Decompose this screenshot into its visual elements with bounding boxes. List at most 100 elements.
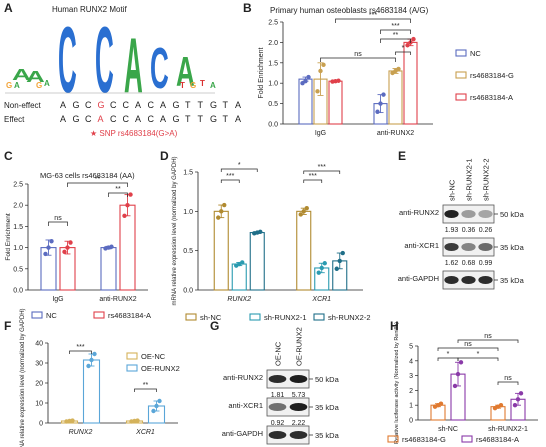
motif-logo-small-letter: A — [210, 81, 216, 90]
data-point — [157, 398, 162, 404]
motif-logo-letter: C — [58, 8, 77, 113]
blot-quant-value: 5.73 — [292, 392, 306, 399]
chart-B: 0.0 0.5 1.0 1.5 2.0 2.5 Fold Enrichment IgG anti… — [258, 12, 433, 137]
legend-entry: NC — [46, 311, 57, 320]
blot-kda-label: 35 kDa — [315, 403, 340, 412]
data-point — [68, 240, 73, 245]
data-point — [515, 397, 521, 402]
bar — [231, 263, 247, 291]
blot-band — [461, 243, 476, 251]
data-point — [46, 245, 51, 250]
significance-label: ns — [54, 215, 62, 222]
blot-kda-label: 35 kDa — [500, 243, 525, 252]
y-tick-label: 20 — [35, 381, 43, 388]
significance-label: *** — [309, 173, 317, 180]
blot-band — [478, 276, 493, 284]
significance-label: *** — [76, 344, 84, 351]
blot-band — [289, 403, 308, 411]
significance-bracket — [303, 179, 323, 183]
y-tick-label: 0.0 — [13, 288, 23, 295]
data-point — [303, 78, 308, 84]
significance-label: ** — [95, 176, 101, 183]
significance-bracket — [320, 57, 396, 62]
blot-quant-value: 0.99 — [479, 260, 493, 267]
significance-bracket — [303, 170, 341, 174]
panel-label-e: E — [398, 149, 406, 163]
legend-entry: sh-RUNX2-2 — [328, 313, 371, 322]
significance-label: ** — [143, 382, 149, 389]
legend-entry: NC — [470, 49, 481, 58]
seq-noneffect-base: C — [110, 100, 117, 110]
blot-lane-label: OE-RUNX2 — [295, 327, 304, 366]
blot-lane-label: sh-RUNX2-2 — [482, 158, 491, 201]
significance-bracket — [437, 357, 459, 361]
legend-entry: rs4683184-G — [402, 435, 446, 444]
western-blot-g: OE-NC OE-RUNX2 anti-RUNX2 50 kDa 1.81 5.73 ant… — [222, 327, 340, 445]
panel-label-a: A — [4, 1, 13, 15]
y-tick-label: 0 — [39, 421, 43, 428]
legend-swatch — [126, 364, 138, 372]
data-point — [381, 92, 386, 97]
data-point — [396, 66, 401, 72]
data-point — [336, 78, 341, 83]
data-point — [43, 251, 48, 257]
row-effect-label: Effect — [4, 115, 25, 124]
row-noneffect-label: Non-effect — [4, 101, 42, 110]
seq-effect-base: A — [60, 114, 66, 124]
blot-antibody-label: anti-XCR1 — [228, 401, 263, 410]
blot-kda-label: 50 kDa — [315, 375, 340, 384]
significance-bracket — [335, 18, 411, 23]
blot-band — [478, 243, 493, 251]
seq-noneffect-base: A — [235, 100, 241, 110]
data-point — [306, 74, 311, 80]
seq-effect-base: G — [173, 114, 180, 124]
data-point — [128, 192, 133, 197]
legend-entry: rs4683184-A — [470, 93, 513, 102]
legend-swatch — [455, 71, 467, 79]
blot-lane-label: sh-NC — [448, 179, 457, 201]
data-point — [222, 202, 227, 208]
significance-bracket — [457, 357, 499, 361]
seq-noneffect-base: C — [148, 100, 155, 110]
bar — [296, 210, 312, 291]
x-category-label: RUNX2 — [227, 296, 251, 303]
panel-label-b: B — [243, 1, 252, 15]
data-point — [298, 212, 303, 217]
seq-noneffect-base: G — [73, 100, 80, 110]
y-tick-label: 0.0 — [268, 122, 278, 129]
y-tick-label: 1.0 — [183, 209, 193, 216]
seq-noneffect-base: C — [123, 100, 130, 110]
bar — [213, 210, 229, 291]
data-point — [321, 62, 326, 68]
y-tick-label: 4 — [409, 358, 413, 365]
x-category-label: sh-NC — [438, 426, 458, 433]
blot-antibody-label: anti-RUNX2 — [399, 208, 439, 217]
legend-swatch — [185, 313, 197, 321]
blot-kda-label: 50 kDa — [500, 210, 525, 219]
significance-label: * — [477, 351, 480, 358]
data-point — [518, 391, 524, 396]
data-point — [92, 351, 97, 357]
y-tick-label: 0.0 — [183, 288, 193, 295]
blot-quant-value: 2.22 — [292, 420, 306, 427]
data-point — [452, 383, 458, 389]
blot-band — [289, 375, 308, 383]
legend-entry: OE-RUNX2 — [141, 364, 180, 373]
significance-label: ns — [484, 333, 492, 340]
y-tick-label: 2.5 — [268, 20, 278, 27]
bar — [100, 247, 117, 291]
y-axis-label: Relative luciferase activity (Normalized… — [394, 322, 400, 444]
blot-band — [444, 243, 459, 251]
bar — [328, 80, 343, 125]
motif-logo-letter: A — [176, 50, 195, 96]
y-tick-label: 2.5 — [13, 182, 23, 189]
seq-noneffect-base: T — [185, 100, 191, 110]
blot-lane-label: OE-NC — [274, 341, 283, 366]
seq-noneffect-base: A — [60, 100, 66, 110]
data-point — [498, 403, 504, 408]
significance-label: ns — [354, 51, 362, 58]
motif-logo-small-letter: T — [200, 79, 205, 88]
significance-label: ** — [115, 186, 121, 193]
data-point — [109, 244, 114, 249]
significance-bracket — [108, 192, 128, 197]
